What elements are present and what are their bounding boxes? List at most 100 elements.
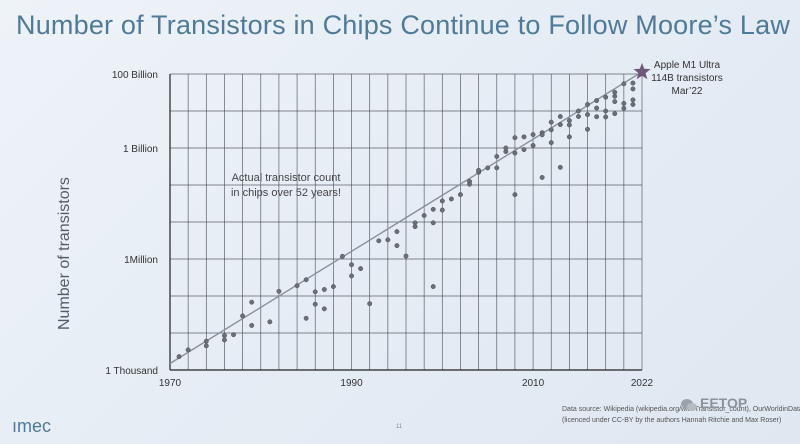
data-point (494, 165, 500, 171)
data-point (312, 289, 318, 295)
data-point (467, 181, 472, 187)
data-point (485, 165, 491, 171)
data-point (585, 112, 590, 118)
data-point (621, 81, 627, 87)
data-point (476, 167, 482, 173)
data-point (521, 134, 527, 140)
data-point (539, 174, 545, 180)
data-source-line-2: (licenced under CC-BY by the authors Han… (562, 417, 782, 424)
data-point (548, 140, 554, 146)
data-point (512, 192, 518, 198)
data-point (203, 343, 209, 349)
data-point (203, 338, 209, 344)
data-point (530, 132, 536, 138)
data-point (576, 108, 581, 114)
data-point (566, 122, 572, 128)
data-point (403, 253, 409, 259)
data-point (603, 108, 609, 114)
y-tick-label: 100 Billion (112, 70, 158, 81)
data-point (494, 154, 500, 159)
data-point (630, 86, 636, 92)
x-tick-label: 2022 (631, 378, 654, 389)
data-point (521, 147, 527, 153)
data-point (430, 220, 436, 226)
data-point (603, 94, 609, 100)
data-point (566, 118, 572, 124)
data-point (330, 284, 336, 290)
page-number: 11 (396, 424, 403, 430)
annotation-line: in chips over 52 years! (231, 187, 341, 199)
data-point (557, 114, 563, 119)
data-point (548, 119, 554, 125)
data-point (249, 322, 255, 328)
data-point (294, 283, 300, 289)
data-point (557, 122, 563, 128)
data-source: Data source: Wikipedia (wikipedia.org/wi… (562, 404, 800, 426)
trend-line (169, 71, 643, 365)
data-point (267, 319, 273, 325)
data-point (249, 299, 255, 305)
data-point (430, 284, 436, 290)
data-point (412, 220, 418, 226)
data-point (439, 198, 445, 204)
data-point (621, 105, 627, 111)
data-point (612, 111, 618, 117)
data-point (321, 306, 327, 312)
highlight-label-line: Apple M1 Ultra (654, 60, 721, 71)
data-point (385, 237, 391, 243)
data-point (585, 102, 590, 107)
data-point (421, 213, 427, 218)
data-point (594, 114, 600, 120)
data-point (303, 277, 309, 283)
slide-title: Number of Transistors in Chips Continue … (16, 10, 791, 40)
star-icon (633, 62, 651, 80)
data-point (185, 347, 191, 353)
data-point (530, 143, 536, 148)
x-tick-label: 2010 (522, 378, 545, 389)
annotation-line: Actual transistor count (232, 172, 341, 184)
data-point (576, 114, 581, 119)
data-point (612, 99, 618, 105)
data-point (557, 164, 563, 170)
x-tick-label: 1990 (340, 378, 363, 389)
data-point (512, 135, 518, 141)
data-point (548, 127, 554, 133)
data-point (512, 150, 518, 156)
data-point (358, 266, 364, 272)
data-point (222, 333, 227, 339)
data-point (594, 105, 600, 111)
data-point (231, 332, 236, 338)
data-point (430, 206, 436, 212)
data-point (630, 102, 636, 107)
x-tick-label: 1970 (159, 378, 182, 389)
data-point (630, 97, 636, 103)
data-point (276, 288, 282, 294)
data-point (594, 98, 600, 103)
y-tick-label: 1 Billion (123, 144, 158, 155)
data-point (539, 132, 545, 138)
data-point (176, 354, 182, 360)
data-point (439, 207, 445, 213)
data-point (458, 192, 463, 198)
highlight-label-line: 114B transistors (651, 73, 723, 84)
data-point (240, 313, 246, 319)
data-point (394, 229, 400, 235)
data-point (349, 262, 354, 268)
watermark: EETOP (700, 395, 748, 411)
data-point (630, 80, 636, 86)
y-tick-label: 1Million (124, 255, 158, 266)
wechat-icon (681, 399, 697, 411)
data-point (585, 126, 590, 132)
data-point (394, 243, 400, 249)
data-point (321, 287, 327, 292)
data-point (603, 114, 609, 120)
data-point (312, 301, 318, 307)
data-point (448, 196, 454, 202)
highlight-label-line: Mar’22 (672, 86, 703, 97)
data-point (503, 145, 509, 151)
data-point (340, 253, 345, 259)
data-source-line-1: Data source: Wikipedia (wikipedia.org/wi… (562, 406, 800, 413)
data-point (222, 337, 227, 343)
data-point (303, 315, 309, 321)
